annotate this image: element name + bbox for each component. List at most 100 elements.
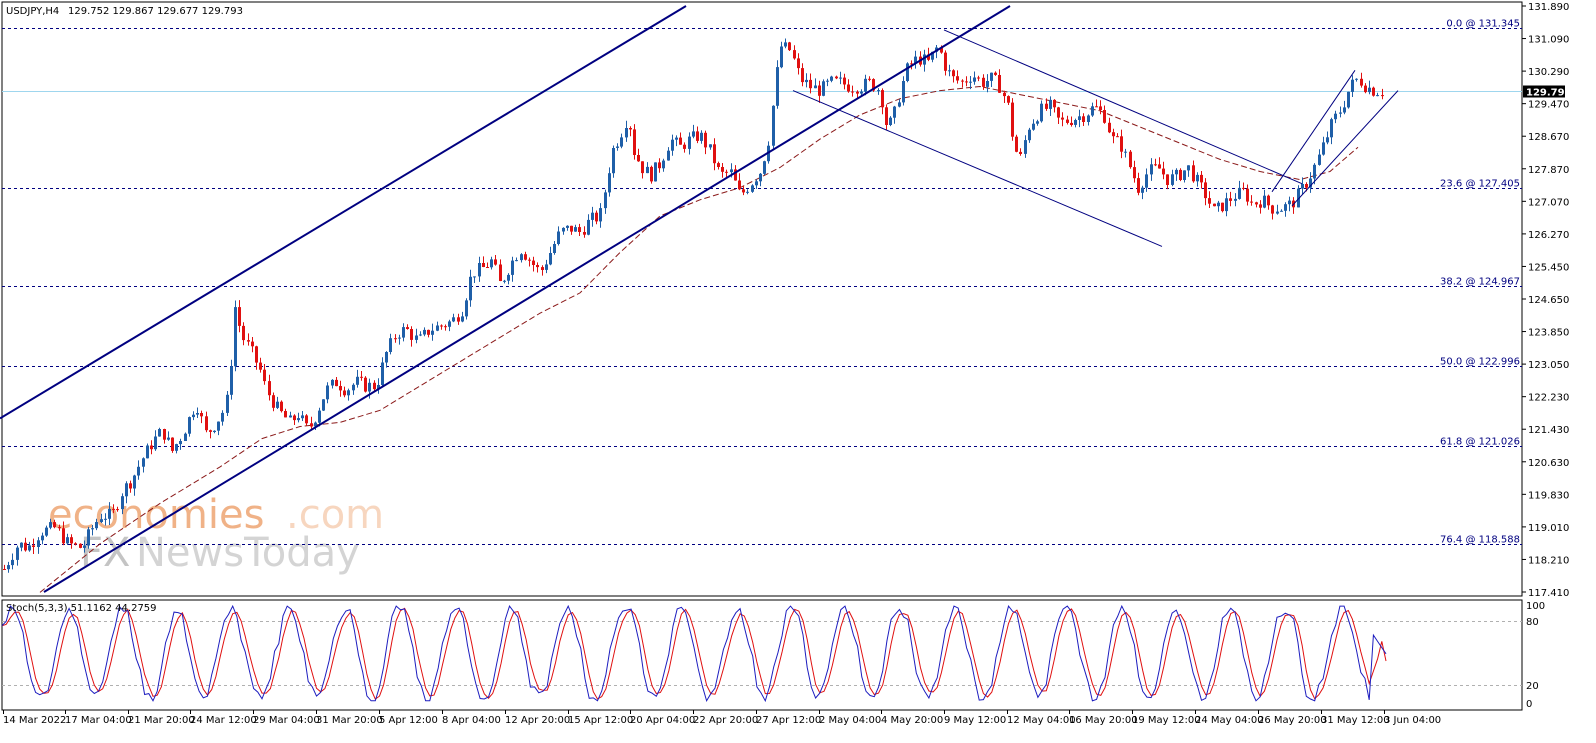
candle-body <box>91 528 94 530</box>
time-axis-label: 12 May 04:00 <box>1007 715 1076 726</box>
candle-body <box>406 327 409 329</box>
candle-body <box>280 401 283 412</box>
price-axis-label: 121.430 <box>1528 425 1569 436</box>
candle-body <box>11 559 14 566</box>
current-price-tag-text: 129.793 <box>1526 88 1572 99</box>
candle-body <box>1322 142 1325 155</box>
candle-body <box>1360 78 1363 86</box>
candle-body <box>738 180 741 190</box>
time-axis-label: 29 Mar 04:00 <box>253 715 320 726</box>
candle-body <box>515 260 518 262</box>
candle-body <box>289 415 292 418</box>
price-axis-label: 118.210 <box>1528 555 1569 566</box>
candle-body <box>1124 151 1127 153</box>
candle-body <box>746 191 749 193</box>
price-axis-label: 119.830 <box>1528 490 1569 501</box>
current-price-tag: 129.793 <box>1523 85 1572 99</box>
candle-body <box>1271 205 1274 214</box>
candle-body <box>541 267 544 270</box>
candle-body <box>1011 102 1014 137</box>
candle-body <box>893 106 896 118</box>
stochastic-panel-frame <box>1 599 1523 711</box>
candle-body <box>755 181 758 186</box>
candle-body <box>721 167 724 172</box>
candle-body <box>566 225 569 228</box>
candle-body <box>1347 91 1350 108</box>
candle-body <box>28 545 31 551</box>
candle-body <box>1368 87 1371 93</box>
candle-body <box>860 91 863 94</box>
candle-body <box>1133 167 1136 179</box>
candle-body <box>398 337 401 339</box>
price-axis-label: 131.890 <box>1528 2 1569 13</box>
candle-body <box>826 80 829 82</box>
candle-body <box>410 329 413 340</box>
candle-body <box>877 90 880 92</box>
candle-body <box>637 155 640 162</box>
candle-body <box>1024 140 1027 154</box>
candle-body <box>461 316 464 322</box>
candle-body <box>780 46 783 68</box>
price-axis-label: 128.670 <box>1528 132 1569 143</box>
candle-body <box>692 131 695 137</box>
candle-body <box>326 385 329 400</box>
candle-body <box>868 78 871 80</box>
candle-body <box>1267 195 1270 206</box>
candle-body <box>986 81 989 87</box>
candle-body <box>1200 174 1203 183</box>
candle-body <box>1255 202 1258 205</box>
candle-body <box>1313 164 1316 179</box>
candle-body <box>578 227 581 232</box>
candle-body <box>448 321 451 327</box>
price-axis-label: 127.870 <box>1528 165 1569 176</box>
candle-body <box>1196 174 1199 182</box>
candle-body <box>843 77 846 85</box>
candle-body <box>898 102 901 107</box>
candle-body <box>797 58 800 69</box>
candle-body <box>284 411 287 418</box>
candle-body <box>53 522 56 528</box>
candle-body <box>3 569 6 570</box>
candle-body <box>45 527 48 536</box>
candle-body <box>1225 198 1228 212</box>
candle-body <box>32 545 35 547</box>
candle-body <box>310 423 313 427</box>
candle-body <box>49 522 52 528</box>
candle-body <box>931 51 934 60</box>
candle-body <box>532 260 535 265</box>
candle-body <box>646 166 649 174</box>
candle-body <box>1301 184 1304 189</box>
candle-body <box>301 415 304 419</box>
candle-body <box>520 254 523 261</box>
candle-body <box>977 77 980 79</box>
candle-body <box>142 458 145 467</box>
stochastic-panel: Stoch(5,3,3) 51.1162 44.2759 100 80 20 0 <box>1 599 1545 711</box>
candle-body <box>226 394 229 413</box>
fibonacci-label: 23.6 @ 127.405 <box>1440 179 1520 190</box>
candle-body <box>360 376 363 378</box>
candle-body <box>1229 198 1232 201</box>
stochastic-signal-line <box>1 607 1387 700</box>
stochastic-tick-0: 0 <box>1526 699 1532 710</box>
candle-body <box>667 150 670 161</box>
candle-body <box>419 334 422 336</box>
candle-body <box>784 42 787 47</box>
candle-body <box>776 67 779 106</box>
candle-body <box>549 253 552 265</box>
candle-body <box>1381 95 1384 97</box>
stochastic-tick-20: 20 <box>1526 681 1539 692</box>
candle-body <box>1040 103 1043 122</box>
time-axis-label: 4 May 20:00 <box>881 715 943 726</box>
candle-body <box>1129 151 1132 168</box>
candle-body <box>486 267 489 268</box>
candle-body <box>545 264 548 270</box>
candle-body <box>633 129 636 155</box>
candle-body <box>1087 115 1090 122</box>
candle-body <box>641 161 644 174</box>
candle-body <box>856 91 859 94</box>
time-axis-label: 8 Apr 04:00 <box>442 715 501 726</box>
candle-body <box>1166 174 1169 185</box>
candle-body <box>1339 112 1342 114</box>
candle-body <box>906 63 909 81</box>
